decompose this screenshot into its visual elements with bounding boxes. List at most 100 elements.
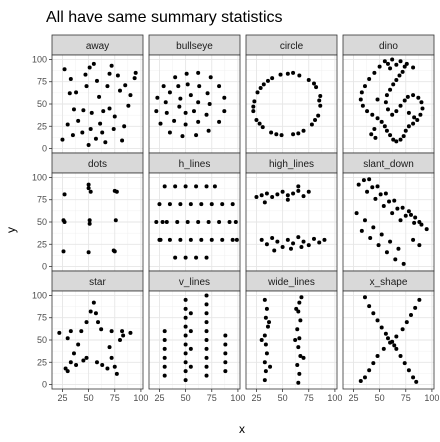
data-point (173, 75, 178, 80)
data-point (288, 246, 293, 251)
data-point (318, 103, 323, 108)
data-point (167, 237, 172, 242)
data-point (188, 93, 193, 98)
data-point (62, 67, 67, 72)
x-tick-label: 25 (348, 393, 358, 403)
data-point (93, 311, 98, 316)
data-point (117, 88, 122, 93)
x-tick-label: 75 (401, 393, 411, 403)
data-point (371, 361, 376, 366)
data-point (223, 360, 228, 365)
data-point (188, 202, 193, 207)
data-point (382, 124, 387, 129)
strip-label: wide_lines (267, 277, 315, 288)
data-point (367, 77, 372, 82)
data-point (388, 87, 393, 92)
data-point (373, 196, 378, 201)
data-point (183, 315, 188, 320)
data-point (371, 311, 376, 316)
data-point (398, 59, 403, 64)
data-point (71, 107, 76, 112)
data-point (223, 333, 228, 338)
data-point (396, 246, 401, 251)
data-point (301, 239, 306, 244)
data-point (188, 237, 193, 242)
data-point (178, 202, 183, 207)
data-point (96, 320, 101, 325)
data-point (183, 351, 188, 356)
data-point (87, 221, 92, 226)
data-point (76, 342, 81, 347)
data-point (362, 295, 367, 300)
data-point (86, 250, 91, 255)
data-point (356, 182, 361, 187)
data-point (62, 192, 67, 197)
data-point (306, 189, 311, 194)
data-point (183, 342, 188, 347)
y-tick-label: 50 (37, 99, 47, 109)
data-point (120, 138, 125, 143)
data-point (112, 114, 117, 119)
y-tick-label: 50 (37, 335, 47, 345)
data-point (204, 329, 209, 334)
facet-panel-bullseye: bullseye (148, 34, 241, 154)
data-point (212, 184, 217, 189)
data-point (419, 100, 424, 105)
chart-title: All have same summary statistics (46, 9, 283, 26)
data-point (230, 202, 235, 207)
data-point (258, 85, 263, 90)
data-point (217, 220, 222, 224)
y-tick-label: 100 (32, 290, 47, 300)
strip-label: dino (379, 41, 398, 52)
data-point (81, 108, 86, 113)
data-point (173, 255, 178, 260)
data-point (406, 124, 411, 129)
data-point (403, 213, 408, 218)
data-point (420, 106, 425, 111)
data-point (263, 342, 268, 347)
data-point (162, 373, 167, 378)
data-point (67, 91, 72, 96)
data-point (191, 109, 196, 114)
data-point (263, 369, 268, 374)
data-point (400, 327, 405, 332)
y-tick-label: 0 (42, 380, 47, 390)
data-point (172, 118, 177, 123)
data-point (279, 133, 284, 138)
data-point (98, 121, 103, 126)
data-point (259, 338, 264, 342)
data-point (398, 354, 403, 359)
data-point (185, 220, 190, 224)
y-tick-label: 75 (37, 313, 47, 323)
data-point (270, 236, 275, 241)
data-point (401, 134, 406, 139)
data-point (164, 110, 169, 115)
data-point (400, 205, 405, 210)
strip-label: circle (280, 41, 304, 52)
data-point (183, 306, 188, 311)
data-point (365, 109, 370, 114)
data-point (173, 184, 178, 189)
x-tick-label: 25 (154, 393, 164, 403)
data-point (220, 237, 225, 242)
data-point (370, 112, 375, 117)
data-point (295, 362, 300, 367)
data-point (121, 333, 126, 338)
data-point (382, 59, 387, 64)
data-point (107, 106, 112, 111)
data-point (419, 222, 424, 227)
data-point (264, 191, 269, 196)
data-point (257, 121, 262, 126)
data-point (79, 329, 84, 334)
data-point (183, 110, 188, 115)
y-tick-label: 100 (32, 54, 47, 64)
data-point (367, 177, 372, 182)
data-point (306, 77, 311, 82)
data-point (259, 193, 264, 198)
data-point (115, 73, 120, 78)
data-point (372, 126, 377, 131)
strip-label: slant_down (363, 159, 414, 170)
data-point (197, 84, 202, 89)
data-point (291, 241, 296, 246)
data-point (414, 379, 419, 384)
